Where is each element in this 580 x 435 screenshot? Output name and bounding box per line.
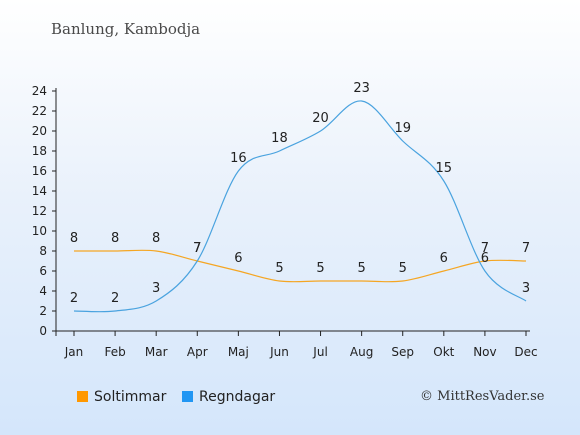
legend-swatch-sun bbox=[77, 391, 88, 402]
chart-title: Banlung, Kambodja bbox=[51, 20, 201, 38]
sun-hours-value-label: 5 bbox=[399, 261, 407, 276]
sun-hours-value-label: 7 bbox=[481, 241, 489, 256]
rain-days-value-label: 2 bbox=[111, 291, 119, 306]
legend-label-rain: Regndagar bbox=[199, 389, 276, 405]
sun-hours-value-label: 6 bbox=[234, 251, 242, 266]
rain-days-value-label: 18 bbox=[271, 131, 288, 146]
sun-hours-value-label: 8 bbox=[152, 231, 160, 246]
legend-swatch-rain bbox=[182, 391, 193, 402]
x-tick-label: Dec bbox=[514, 345, 537, 359]
x-tick-label: Mar bbox=[145, 345, 168, 359]
y-tick-label: 10 bbox=[32, 224, 47, 238]
rain-days-value-label: 3 bbox=[152, 281, 160, 296]
sun-hours-line bbox=[74, 249, 527, 283]
x-tick-label: Apr bbox=[187, 345, 208, 359]
y-tick-label: 12 bbox=[32, 204, 47, 218]
credit-link[interactable]: © MittResVader.se bbox=[420, 389, 545, 404]
y-tick-label: 20 bbox=[32, 124, 47, 138]
rain-days-value-label: 16 bbox=[230, 151, 247, 166]
y-tick-label: 8 bbox=[39, 244, 47, 258]
y-tick-label: 6 bbox=[39, 264, 47, 278]
series-lines bbox=[73, 100, 527, 313]
legend-item-rain: Regndagar bbox=[182, 389, 275, 405]
x-tick-label: Jan bbox=[64, 345, 84, 359]
x-tick-label: Aug bbox=[350, 345, 373, 359]
x-tick-label: Jun bbox=[269, 345, 289, 359]
rain-days-value-label: 19 bbox=[394, 121, 411, 136]
sun-hours-value-label: 8 bbox=[111, 231, 119, 246]
x-tick-label: Maj bbox=[228, 345, 249, 359]
sun-hours-value-label: 7 bbox=[193, 241, 201, 256]
x-tick-label: Nov bbox=[473, 345, 496, 359]
rain-days-value-label: 2 bbox=[70, 291, 78, 306]
rain-days-value-label: 15 bbox=[436, 161, 453, 176]
x-tick-label: Sep bbox=[391, 345, 414, 359]
rain-days-value-label: 3 bbox=[522, 281, 530, 296]
rain-days-value-label: 6 bbox=[481, 251, 489, 266]
x-tick-label: Feb bbox=[104, 345, 125, 359]
rain-days-value-label: 23 bbox=[353, 81, 370, 96]
rain-days-line bbox=[73, 100, 527, 313]
sun-hours-value-label: 5 bbox=[316, 261, 324, 276]
sun-hours-value-label: 7 bbox=[522, 241, 530, 256]
sun-hours-value-label: 5 bbox=[357, 261, 365, 276]
sun-hours-value-label: 5 bbox=[275, 261, 283, 276]
sun-hours-value-label: 8 bbox=[70, 231, 78, 246]
y-tick-label: 0 bbox=[39, 324, 47, 338]
x-tick-label: Jul bbox=[312, 345, 327, 359]
y-tick-label: 14 bbox=[32, 184, 47, 198]
y-tick-label: 18 bbox=[32, 144, 47, 158]
x-tick-label: Okt bbox=[433, 345, 454, 359]
y-tick-label: 2 bbox=[39, 304, 47, 318]
y-tick-label: 4 bbox=[39, 284, 47, 298]
sun-hours-value-label: 6 bbox=[440, 251, 448, 266]
rain-days-value-label: 7 bbox=[193, 241, 201, 256]
legend-label-sun: Soltimmar bbox=[94, 389, 167, 405]
rain-days-value-label: 20 bbox=[312, 111, 329, 126]
legend-item-sun: Soltimmar bbox=[77, 389, 166, 405]
y-tick-label: 24 bbox=[32, 84, 47, 98]
y-tick-label: 22 bbox=[32, 104, 47, 118]
y-tick-label: 16 bbox=[32, 164, 47, 178]
